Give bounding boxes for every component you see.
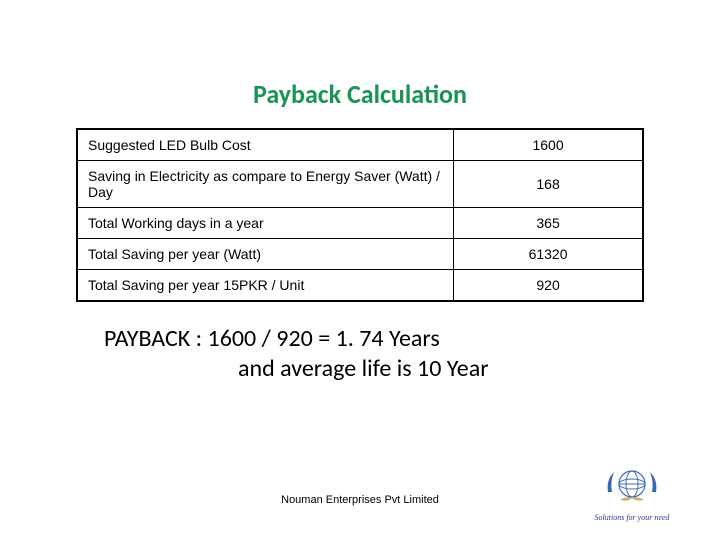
payback-text: PAYBACK : 1600 / 920 = 1. 74 Years and a… — [104, 324, 720, 384]
row-label: Total Working days in a year — [77, 208, 454, 239]
row-value: 920 — [454, 270, 643, 302]
company-logo: Solutions for your need — [578, 462, 686, 522]
row-value: 168 — [454, 161, 643, 208]
globe-icon — [602, 462, 662, 512]
row-value: 61320 — [454, 239, 643, 270]
payback-table: Suggested LED Bulb Cost 1600 Saving in E… — [76, 128, 644, 302]
row-label: Total Saving per year 15PKR / Unit — [77, 270, 454, 302]
table-row: Saving in Electricity as compare to Ener… — [77, 161, 643, 208]
row-value: 1600 — [454, 129, 643, 161]
table-row: Total Working days in a year 365 — [77, 208, 643, 239]
row-label: Saving in Electricity as compare to Ener… — [77, 161, 454, 208]
table-row: Total Saving per year (Watt) 61320 — [77, 239, 643, 270]
row-label: Suggested LED Bulb Cost — [77, 129, 454, 161]
row-label: Total Saving per year (Watt) — [77, 239, 454, 270]
payback-line2: and average life is 10 Year — [238, 354, 720, 384]
table-row: Total Saving per year 15PKR / Unit 920 — [77, 270, 643, 302]
page-title: Payback Calculation — [0, 0, 720, 128]
row-value: 365 — [454, 208, 643, 239]
table-row: Suggested LED Bulb Cost 1600 — [77, 129, 643, 161]
logo-tagline: Solutions for your need — [578, 513, 686, 522]
payback-line1: PAYBACK : 1600 / 920 = 1. 74 Years — [104, 324, 720, 354]
